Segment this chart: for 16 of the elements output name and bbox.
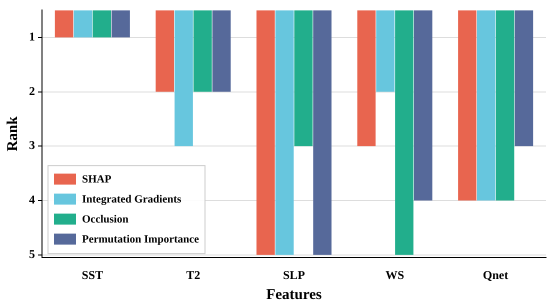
y-tick-label: 4 [29, 192, 35, 207]
legend-label: Occlusion [82, 213, 128, 226]
y-tick-label: 3 [29, 138, 35, 152]
x-tick-label: SLP [282, 268, 306, 282]
x-tick-label: T2 [186, 268, 200, 282]
x-tick-label: Qnet [482, 268, 508, 282]
x-axis-title: Features [266, 286, 322, 303]
x-tick-label: WS [385, 268, 404, 282]
y-axis-title: Rank [4, 116, 21, 152]
y-tick-label: 1 [29, 29, 35, 44]
y-tick-label: 2 [29, 84, 35, 98]
legend-label: SHAP [82, 173, 112, 186]
legend-label: Permutation Importance [82, 233, 200, 246]
x-tick-label: SST [82, 268, 104, 282]
y-tick-label: 5 [29, 246, 35, 261]
legend-label: Integrated Gradients [82, 193, 182, 206]
